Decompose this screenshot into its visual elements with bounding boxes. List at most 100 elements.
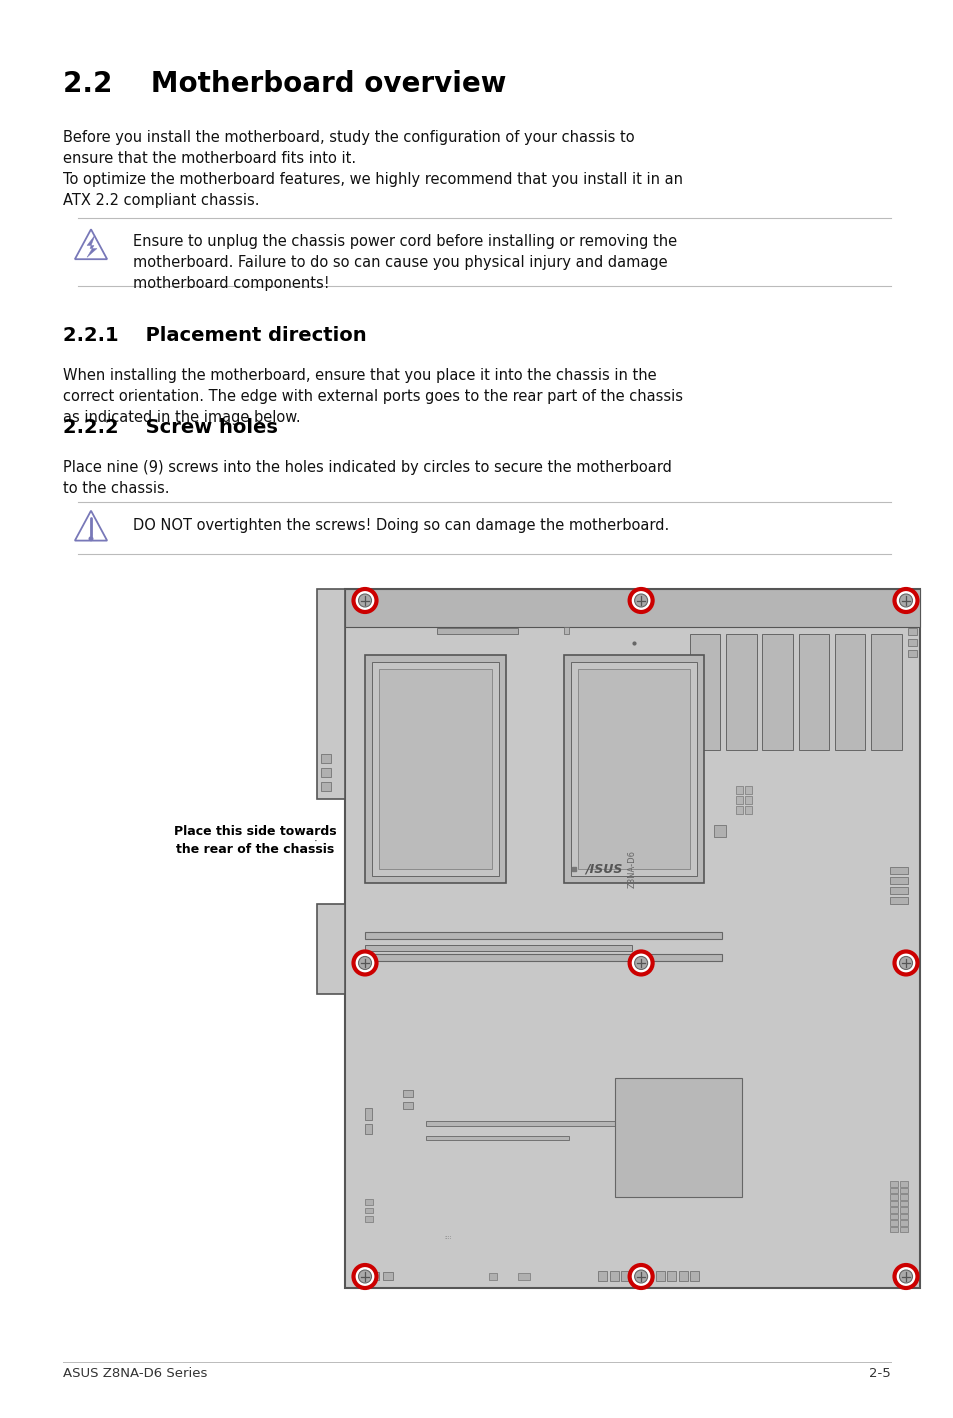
- FancyBboxPatch shape: [316, 588, 345, 798]
- Circle shape: [634, 1271, 647, 1283]
- FancyBboxPatch shape: [563, 627, 569, 634]
- FancyBboxPatch shape: [899, 1227, 907, 1232]
- Circle shape: [354, 1265, 376, 1288]
- FancyBboxPatch shape: [365, 954, 720, 960]
- Circle shape: [629, 588, 652, 613]
- FancyBboxPatch shape: [320, 767, 331, 777]
- FancyBboxPatch shape: [365, 932, 720, 939]
- Circle shape: [634, 957, 647, 970]
- Circle shape: [358, 1271, 371, 1283]
- FancyBboxPatch shape: [907, 628, 916, 635]
- FancyBboxPatch shape: [899, 1181, 907, 1187]
- FancyBboxPatch shape: [425, 1120, 626, 1126]
- FancyBboxPatch shape: [889, 876, 907, 883]
- Text: Place nine (9) screws into the holes indicated by circles to secure the motherbo: Place nine (9) screws into the holes ind…: [63, 459, 671, 496]
- FancyBboxPatch shape: [889, 1181, 897, 1187]
- Circle shape: [629, 1265, 652, 1288]
- FancyBboxPatch shape: [488, 1273, 497, 1280]
- FancyBboxPatch shape: [365, 1208, 373, 1212]
- FancyBboxPatch shape: [714, 825, 725, 837]
- FancyBboxPatch shape: [889, 1207, 897, 1212]
- FancyBboxPatch shape: [570, 662, 697, 875]
- FancyBboxPatch shape: [899, 1207, 907, 1212]
- FancyBboxPatch shape: [402, 1102, 412, 1109]
- FancyBboxPatch shape: [889, 1214, 897, 1219]
- FancyBboxPatch shape: [889, 1227, 897, 1232]
- Circle shape: [894, 1265, 917, 1288]
- FancyBboxPatch shape: [372, 662, 498, 875]
- Text: Place this side towards
the rear of the chassis: Place this side towards the rear of the …: [173, 825, 336, 856]
- FancyBboxPatch shape: [365, 944, 632, 950]
- FancyBboxPatch shape: [798, 634, 828, 750]
- FancyBboxPatch shape: [907, 640, 916, 647]
- Circle shape: [358, 957, 371, 970]
- FancyBboxPatch shape: [744, 787, 751, 794]
- Circle shape: [634, 594, 647, 607]
- FancyBboxPatch shape: [666, 1271, 676, 1280]
- FancyBboxPatch shape: [889, 1201, 897, 1207]
- FancyBboxPatch shape: [889, 886, 907, 893]
- FancyBboxPatch shape: [365, 1109, 372, 1120]
- Text: ::::: ::::: [444, 1235, 452, 1241]
- FancyBboxPatch shape: [655, 1271, 664, 1280]
- Circle shape: [354, 588, 376, 613]
- FancyBboxPatch shape: [365, 1217, 373, 1221]
- FancyBboxPatch shape: [907, 651, 916, 658]
- Circle shape: [899, 1271, 911, 1283]
- Text: To optimize the motherboard features, we highly recommend that you install it in: To optimize the motherboard features, we…: [63, 172, 682, 208]
- FancyBboxPatch shape: [889, 1188, 897, 1193]
- FancyBboxPatch shape: [744, 797, 751, 804]
- FancyBboxPatch shape: [365, 1272, 378, 1280]
- FancyBboxPatch shape: [735, 807, 742, 814]
- FancyBboxPatch shape: [563, 655, 703, 882]
- Circle shape: [354, 951, 376, 974]
- FancyBboxPatch shape: [345, 588, 919, 1288]
- FancyBboxPatch shape: [899, 1194, 907, 1200]
- FancyBboxPatch shape: [744, 807, 751, 814]
- FancyBboxPatch shape: [365, 1200, 373, 1205]
- Text: When installing the motherboard, ensure that you place it into the chassis in th: When installing the motherboard, ensure …: [63, 369, 682, 425]
- Circle shape: [358, 594, 371, 607]
- FancyBboxPatch shape: [320, 781, 331, 791]
- FancyBboxPatch shape: [577, 669, 690, 869]
- FancyBboxPatch shape: [615, 1078, 741, 1197]
- Text: /ISUS: /ISUS: [584, 862, 621, 875]
- Circle shape: [894, 588, 917, 613]
- FancyBboxPatch shape: [365, 1124, 372, 1134]
- Circle shape: [474, 1064, 503, 1093]
- FancyBboxPatch shape: [402, 1090, 412, 1098]
- FancyBboxPatch shape: [761, 634, 792, 750]
- FancyBboxPatch shape: [899, 1219, 907, 1225]
- FancyBboxPatch shape: [689, 634, 720, 750]
- FancyBboxPatch shape: [725, 634, 756, 750]
- FancyBboxPatch shape: [889, 866, 907, 873]
- Polygon shape: [87, 235, 97, 258]
- FancyBboxPatch shape: [899, 1201, 907, 1207]
- Text: 2.2.1    Placement direction: 2.2.1 Placement direction: [63, 326, 366, 345]
- FancyBboxPatch shape: [870, 634, 901, 750]
- Text: 2-5: 2-5: [868, 1367, 890, 1380]
- Text: 2.2.2    Screw holes: 2.2.2 Screw holes: [63, 418, 277, 437]
- FancyBboxPatch shape: [735, 787, 742, 794]
- FancyBboxPatch shape: [365, 655, 505, 882]
- FancyBboxPatch shape: [889, 896, 907, 903]
- FancyBboxPatch shape: [609, 1271, 618, 1280]
- FancyBboxPatch shape: [517, 1273, 529, 1280]
- FancyBboxPatch shape: [889, 1219, 897, 1225]
- Text: 2.2    Motherboard overview: 2.2 Motherboard overview: [63, 69, 506, 98]
- FancyBboxPatch shape: [378, 669, 492, 869]
- FancyBboxPatch shape: [689, 1271, 699, 1280]
- FancyBboxPatch shape: [643, 1271, 652, 1280]
- FancyBboxPatch shape: [899, 1214, 907, 1219]
- FancyBboxPatch shape: [834, 634, 864, 750]
- Circle shape: [89, 536, 93, 542]
- FancyBboxPatch shape: [425, 1136, 569, 1140]
- Circle shape: [899, 957, 911, 970]
- FancyBboxPatch shape: [320, 754, 331, 763]
- Text: DO NOT overtighten the screws! Doing so can damage the motherboard.: DO NOT overtighten the screws! Doing so …: [132, 518, 669, 533]
- Circle shape: [467, 1163, 487, 1183]
- FancyBboxPatch shape: [678, 1271, 687, 1280]
- Text: ASUS Z8NA-D6 Series: ASUS Z8NA-D6 Series: [63, 1367, 207, 1380]
- Text: Ensure to unplug the chassis power cord before installing or removing the
mother: Ensure to unplug the chassis power cord …: [132, 234, 677, 291]
- FancyBboxPatch shape: [620, 1271, 629, 1280]
